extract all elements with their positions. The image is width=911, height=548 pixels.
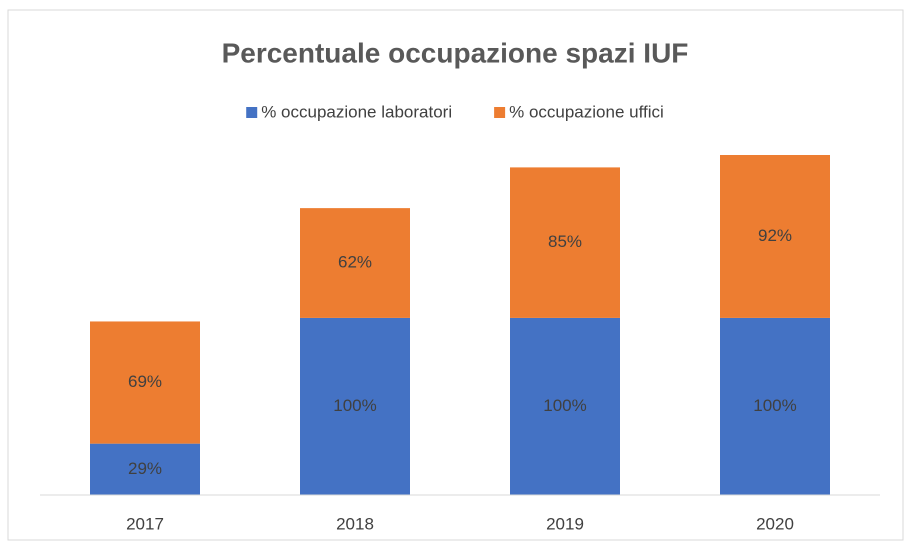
- bar-segment: [510, 317, 620, 495]
- bar-segment: [90, 321, 200, 444]
- bar-segment: [510, 167, 620, 318]
- x-tick-label: 2017: [126, 514, 164, 533]
- data-label: 92%: [758, 226, 792, 245]
- chart-title: Percentuale occupazione spazi IUF: [222, 37, 689, 68]
- data-label: 100%: [333, 396, 376, 415]
- bar-segment: [90, 443, 200, 495]
- legend-swatch: [494, 107, 506, 118]
- bar-segment: [300, 317, 410, 495]
- x-tick-label: 2019: [546, 514, 584, 533]
- data-label: 85%: [548, 232, 582, 251]
- x-tick-label: 2020: [756, 514, 794, 533]
- legend-label: % occupazione laboratori: [261, 102, 452, 121]
- bar-segment: [720, 317, 830, 495]
- data-label: 100%: [753, 396, 796, 415]
- bar-segment: [720, 155, 830, 318]
- legend-swatch: [246, 107, 258, 118]
- data-label: 69%: [128, 372, 162, 391]
- data-label: 29%: [128, 459, 162, 478]
- data-label: 100%: [543, 396, 586, 415]
- bar-segment: [300, 208, 410, 318]
- x-tick-label: 2018: [336, 514, 374, 533]
- legend-label: % occupazione uffici: [509, 102, 664, 121]
- data-label: 62%: [338, 253, 372, 272]
